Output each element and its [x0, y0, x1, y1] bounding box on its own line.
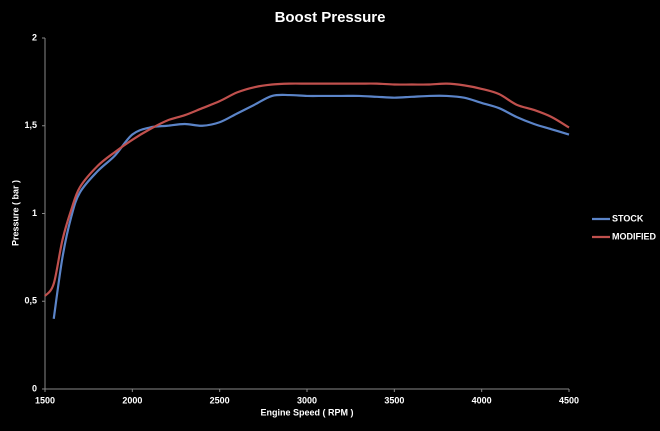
series-line: [52, 93, 570, 319]
x-tick-label: 4500: [559, 395, 579, 405]
x-tick-label: 1500: [35, 395, 55, 405]
y-tick-label: 1,5: [24, 120, 37, 130]
x-tick-label: 2500: [210, 395, 230, 405]
chart-title: Boost Pressure: [275, 9, 386, 26]
y-tick-label: 2: [32, 32, 37, 42]
y-axis-label: Pressure ( bar ): [10, 180, 20, 246]
x-axis-label: Engine Speed ( RPM ): [260, 407, 353, 417]
y-tick-label: 0,5: [24, 296, 37, 306]
legend-label: STOCK: [612, 213, 644, 223]
x-tick-label: 2000: [122, 395, 142, 405]
legend-label: MODIFIED: [612, 231, 656, 241]
y-tick-label: 1: [32, 208, 37, 218]
y-tick-label: 0: [32, 383, 37, 393]
x-tick-label: 3000: [297, 395, 317, 405]
series-line: [44, 82, 570, 297]
x-tick-label: 3500: [384, 395, 404, 405]
x-tick-label: 4000: [472, 395, 492, 405]
